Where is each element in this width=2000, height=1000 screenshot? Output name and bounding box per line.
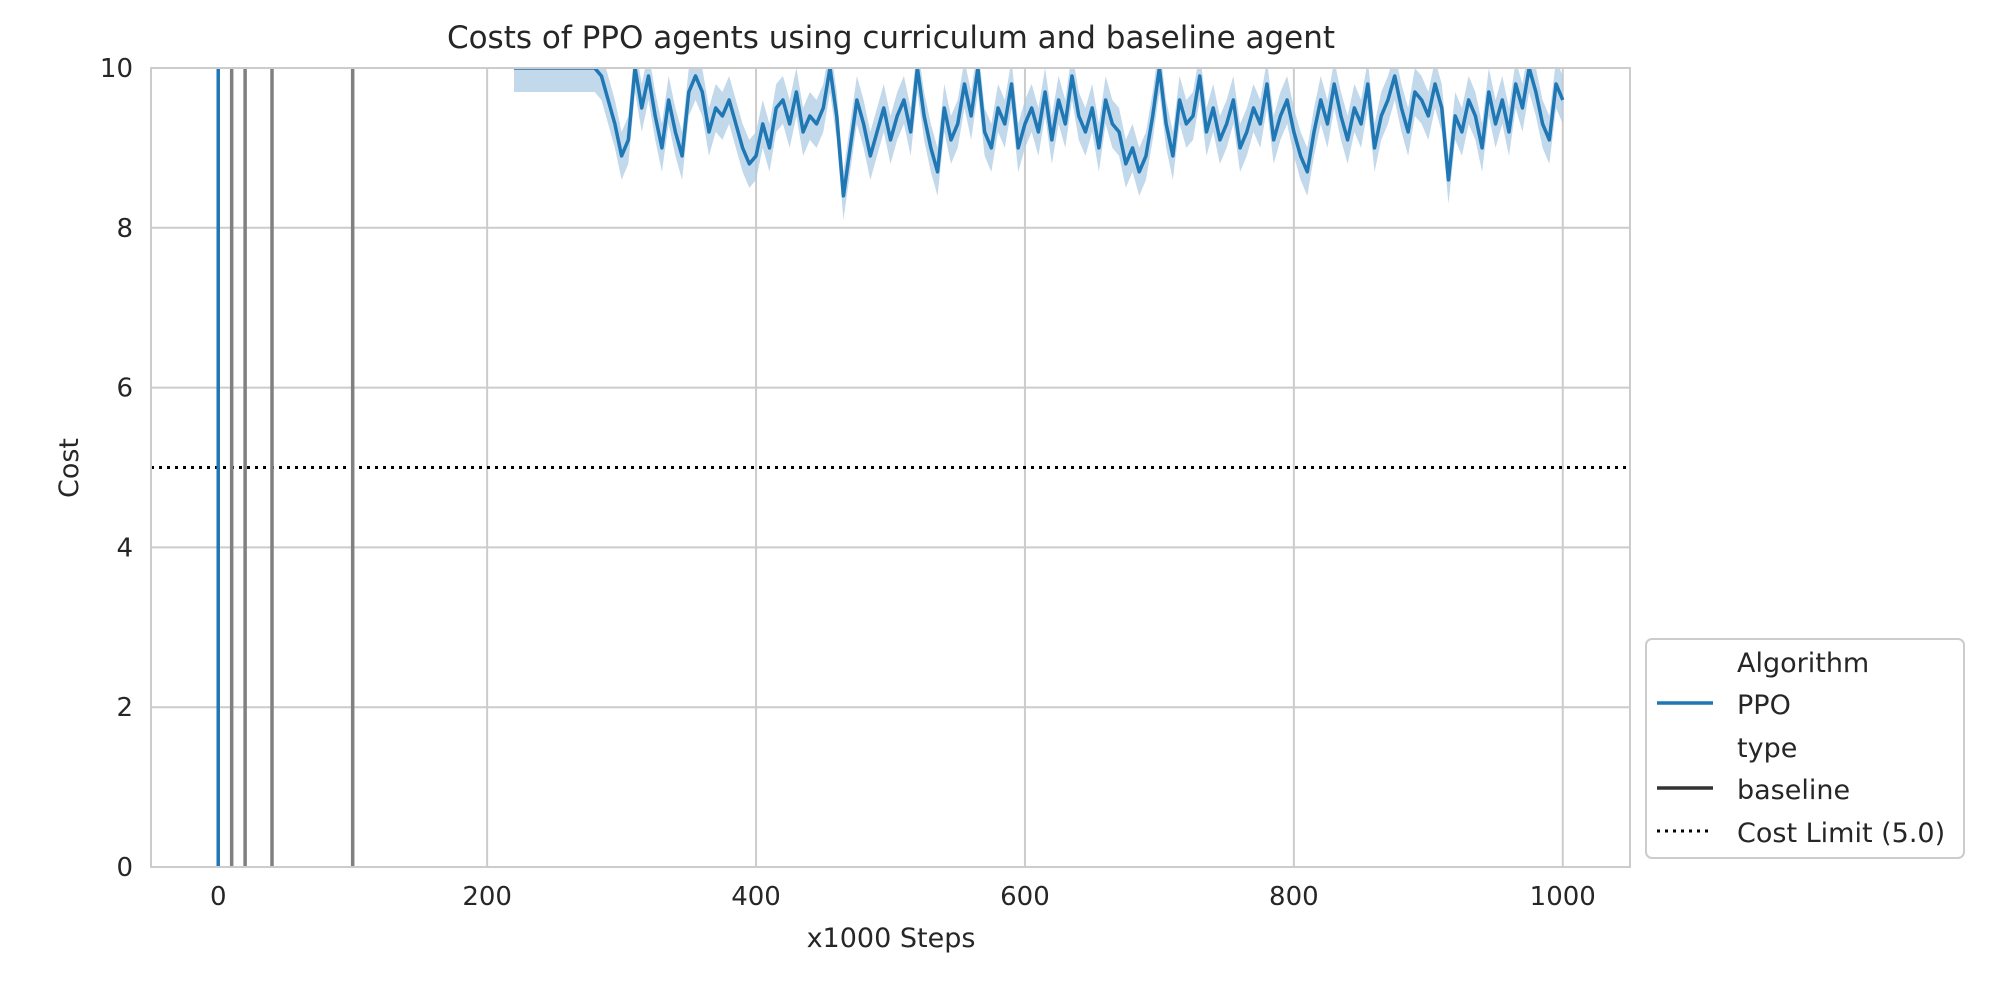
ppo-line [514,68,1565,198]
y-tick-labels: 0 2 4 6 8 10 [100,54,133,883]
x-axis-title: x1000 Steps [807,923,976,954]
legend-algorithm-title: Algorithm [1737,648,1869,679]
x-tick-label: 400 [731,882,781,912]
y-tick-label: 10 [100,54,133,84]
y-axis-title: Cost [54,438,85,498]
legend: Algorithm PPO type baseline Cost Limit (… [1645,638,1965,859]
legend-type-title: type [1737,733,1797,764]
axes-spines [150,67,1631,868]
x-tick-labels: 0 200 400 600 800 1000 [210,882,1596,912]
y-tick-label: 0 [116,853,133,883]
y-tick-label: 8 [116,214,133,244]
legend-box [1645,638,1965,859]
legend-cost-limit-label: Cost Limit (5.0) [1737,818,1945,849]
x-tick-label: 600 [1000,882,1050,912]
curriculum-lines [216,68,355,867]
y-tick-label: 4 [116,533,133,563]
y-tick-label: 2 [116,693,133,723]
x-tick-label: 800 [1269,882,1319,912]
x-tick-label: 1000 [1530,882,1596,912]
x-tick-label: 0 [210,882,227,912]
legend-baseline-label: baseline [1737,775,1850,806]
y-tick-label: 6 [116,374,133,404]
series-layer [514,68,1565,198]
chart-title: Costs of PPO agents using curriculum and… [447,20,1335,56]
legend-ppo-label: PPO [1737,690,1791,721]
axes-frame [150,67,1631,868]
x-tick-label: 200 [462,882,512,912]
